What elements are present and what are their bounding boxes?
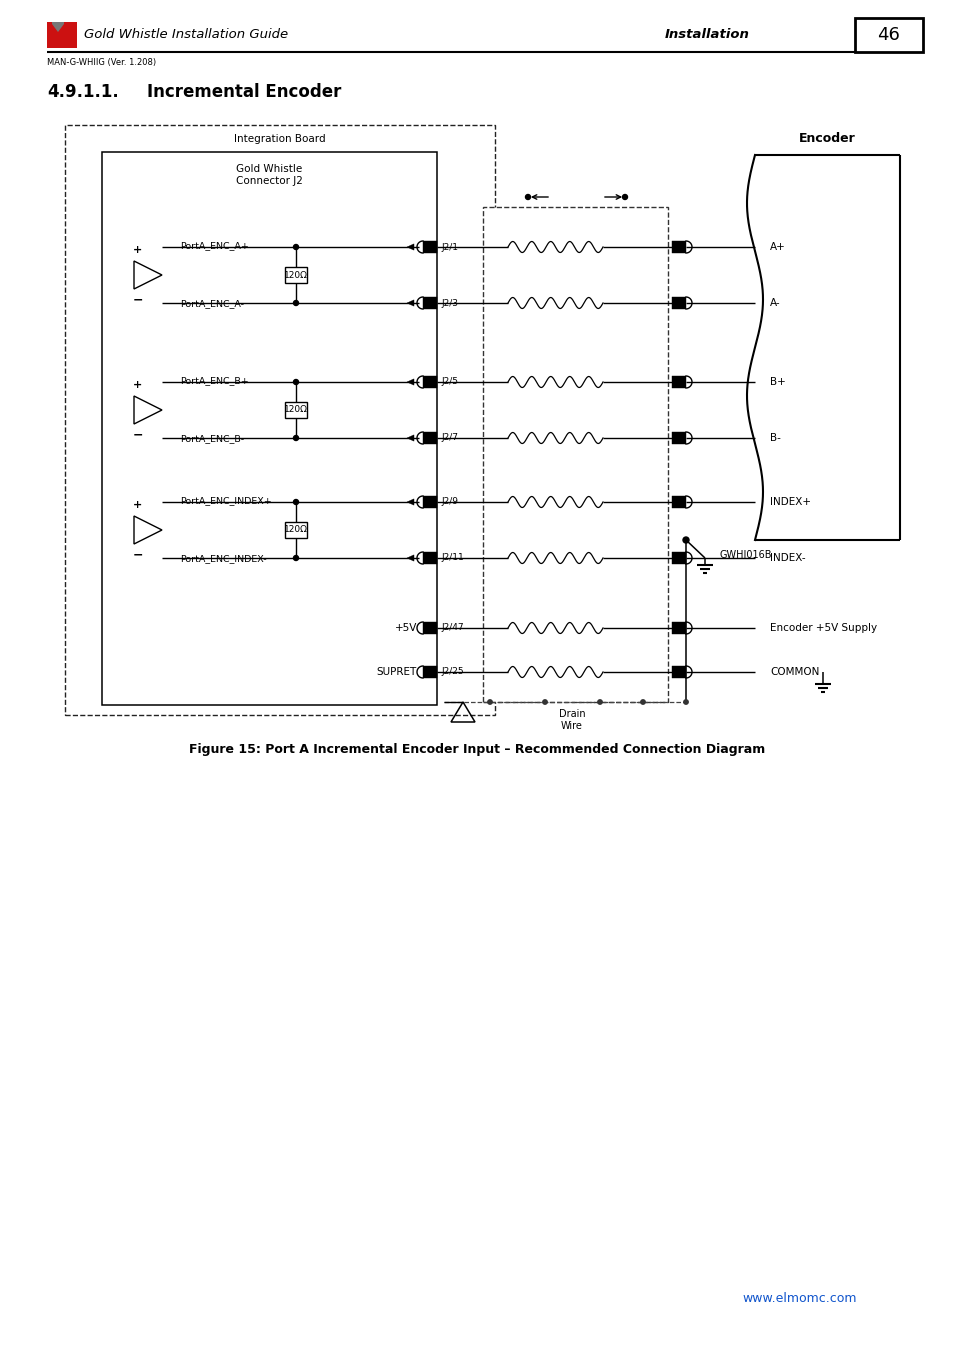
Text: Integration Board: Integration Board (233, 134, 326, 144)
Text: PortA_ENC_INDEX+: PortA_ENC_INDEX+ (180, 497, 272, 505)
Text: PortA_ENC_B-: PortA_ENC_B- (180, 435, 244, 444)
Text: Gold Whistle Installation Guide: Gold Whistle Installation Guide (84, 28, 288, 42)
Bar (422, 495, 436, 508)
Circle shape (294, 244, 298, 250)
Text: PortA_ENC_A+: PortA_ENC_A+ (180, 242, 249, 251)
Text: J2/9: J2/9 (440, 498, 457, 506)
Bar (422, 432, 436, 444)
Text: Installation: Installation (664, 28, 749, 42)
Circle shape (487, 699, 492, 705)
Polygon shape (52, 22, 64, 32)
Text: J2/1: J2/1 (440, 243, 457, 251)
Text: 46: 46 (877, 26, 900, 45)
Text: COMMON: COMMON (769, 667, 819, 676)
Circle shape (294, 379, 298, 385)
Text: B+: B+ (769, 377, 785, 387)
Polygon shape (407, 300, 414, 306)
Text: J2/47: J2/47 (440, 624, 463, 633)
Polygon shape (407, 500, 414, 505)
Text: +: + (133, 500, 143, 510)
Circle shape (683, 699, 687, 705)
Text: SUPRET: SUPRET (376, 667, 416, 676)
Polygon shape (407, 379, 414, 385)
Bar (854, 18, 923, 53)
Bar (422, 666, 436, 678)
Bar (102, 153, 436, 705)
Text: PortA_ENC_B+: PortA_ENC_B+ (180, 377, 249, 386)
Text: PortA_ENC_INDEX-: PortA_ENC_INDEX- (180, 555, 266, 563)
Text: J2/5: J2/5 (440, 378, 457, 386)
Bar (671, 622, 685, 634)
Bar (671, 666, 685, 678)
Text: +5V: +5V (395, 622, 416, 633)
Circle shape (622, 194, 627, 200)
Bar (671, 242, 685, 252)
Circle shape (525, 194, 530, 200)
Text: PortA_ENC_A-: PortA_ENC_A- (180, 300, 244, 309)
Text: Gold Whistle
Connector J2: Gold Whistle Connector J2 (235, 163, 303, 185)
Text: J2/11: J2/11 (440, 554, 463, 563)
Bar (285, 402, 307, 418)
Bar (671, 297, 685, 309)
Bar (422, 552, 436, 564)
Text: A+: A+ (769, 242, 785, 252)
Circle shape (542, 699, 547, 705)
Text: Encoder: Encoder (799, 132, 855, 146)
Circle shape (640, 699, 644, 705)
Text: 120Ω: 120Ω (284, 405, 308, 414)
Text: 120Ω: 120Ω (284, 525, 308, 535)
Circle shape (294, 301, 298, 305)
Text: −: − (132, 428, 143, 441)
Text: −: − (132, 548, 143, 562)
Text: MAN-G-WHIIG (Ver. 1.208): MAN-G-WHIIG (Ver. 1.208) (47, 58, 156, 68)
Bar (671, 552, 685, 564)
Bar (671, 377, 685, 387)
Bar (422, 622, 436, 634)
Text: −: − (132, 293, 143, 306)
Text: 4.9.1.1.: 4.9.1.1. (47, 82, 118, 101)
Text: Figure 15: Port A Incremental Encoder Input – Recommended Connection Diagram: Figure 15: Port A Incremental Encoder In… (189, 744, 764, 756)
Bar (482, 207, 667, 702)
Text: www.elmomc.com: www.elmomc.com (742, 1292, 857, 1304)
Circle shape (294, 555, 298, 560)
Bar (65, 126, 495, 716)
Text: INDEX-: INDEX- (769, 554, 804, 563)
Bar (671, 432, 685, 444)
Text: J2/3: J2/3 (440, 298, 457, 308)
Polygon shape (407, 435, 414, 441)
Bar (422, 297, 436, 309)
Bar (671, 495, 685, 508)
Text: J2/7: J2/7 (440, 433, 457, 443)
Text: Drain
Wire: Drain Wire (558, 709, 585, 730)
Bar (285, 522, 307, 539)
Bar (285, 267, 307, 284)
Text: 120Ω: 120Ω (284, 270, 308, 279)
Text: Incremental Encoder: Incremental Encoder (147, 82, 341, 101)
Text: +: + (133, 379, 143, 390)
Polygon shape (407, 244, 414, 250)
Circle shape (598, 699, 601, 705)
Text: J2/25: J2/25 (440, 667, 463, 676)
Text: Encoder +5V Supply: Encoder +5V Supply (769, 622, 876, 633)
Polygon shape (407, 555, 414, 562)
Text: B-: B- (769, 433, 781, 443)
Text: A-: A- (769, 298, 780, 308)
Bar (47, 22, 77, 49)
Circle shape (294, 500, 298, 505)
Circle shape (682, 537, 688, 543)
Text: GWHI016B: GWHI016B (720, 549, 772, 560)
Circle shape (294, 436, 298, 440)
Text: INDEX+: INDEX+ (769, 497, 810, 508)
Bar (422, 242, 436, 252)
Bar (422, 377, 436, 387)
Text: +: + (133, 244, 143, 255)
